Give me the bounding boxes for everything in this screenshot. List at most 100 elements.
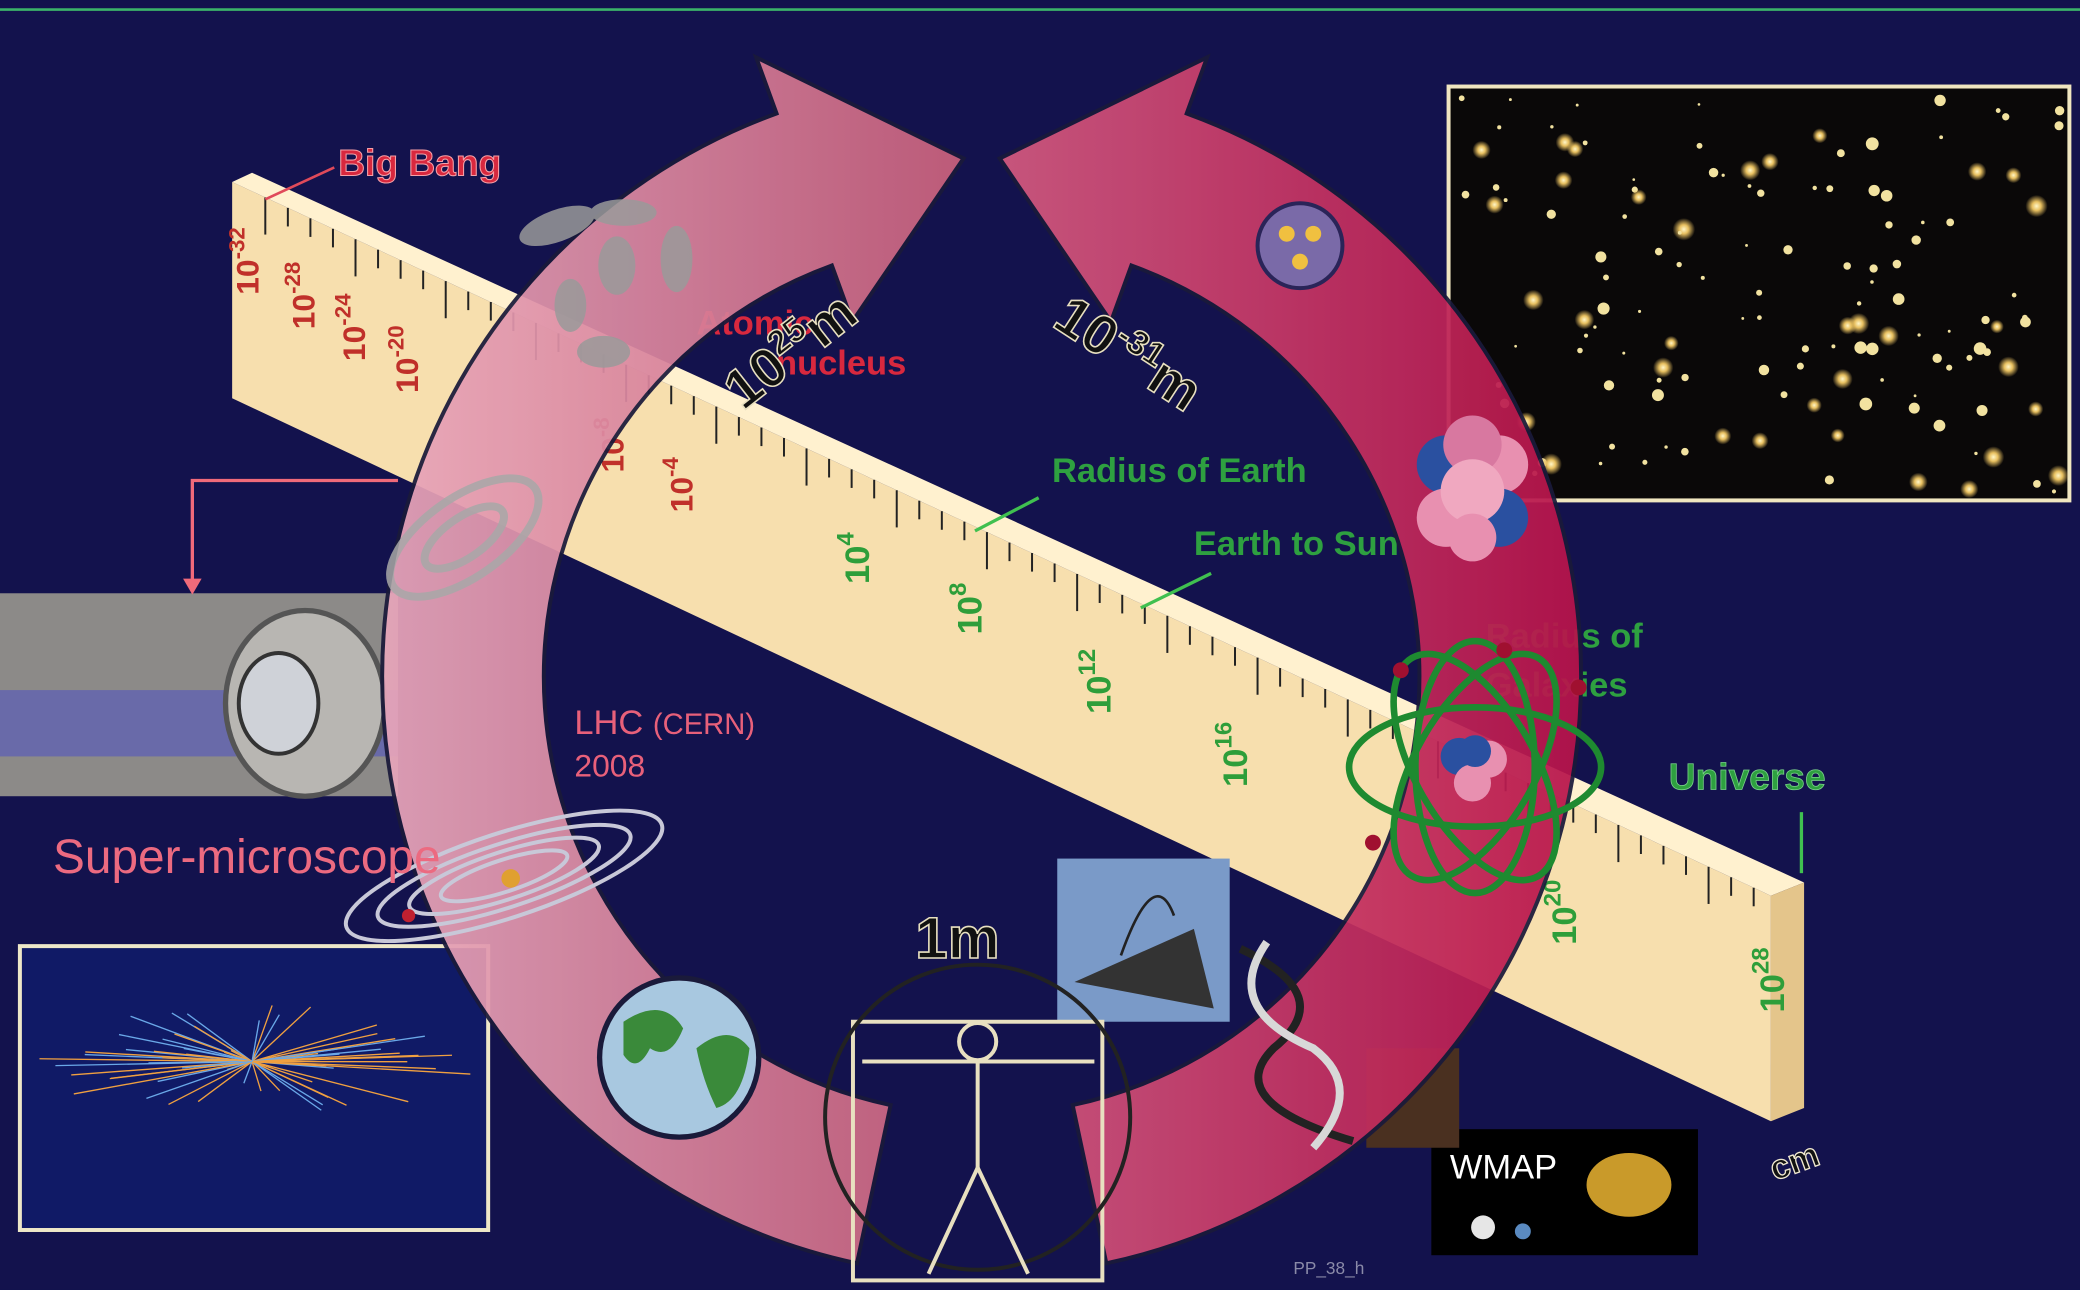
lhc-label: LHC (CERN) [574, 704, 755, 742]
collision-image [17, 944, 491, 1232]
star [1832, 368, 1853, 390]
particle-track [251, 1060, 409, 1103]
particle-track [251, 1060, 324, 1106]
star [1933, 419, 1946, 432]
pointer [1140, 571, 1212, 610]
wmap-label: WMAP [1450, 1148, 1557, 1186]
tick-base: 10 [1217, 749, 1255, 787]
star [1866, 342, 1879, 356]
star [1880, 378, 1884, 382]
star [1831, 344, 1836, 349]
star [1471, 1215, 1495, 1240]
particle-track [153, 1050, 253, 1063]
star [1960, 480, 1979, 499]
particle-track [182, 1060, 253, 1069]
universe-label: Universe [1669, 756, 1826, 798]
star [1672, 218, 1696, 241]
star [1885, 221, 1893, 229]
star [1472, 140, 1491, 160]
star [1593, 325, 1597, 329]
star [1917, 333, 1921, 337]
lhc-name: LHC [574, 704, 643, 742]
star [2025, 194, 2048, 218]
star [1756, 289, 1763, 296]
ruler-tick-label: 10-28 [280, 262, 321, 330]
star [2002, 113, 2010, 121]
star [1514, 344, 1517, 348]
tick-base: 10 [389, 358, 425, 393]
star [1934, 94, 1946, 107]
star [2033, 479, 2041, 488]
star [1609, 443, 1616, 450]
tick-base: 10 [1080, 676, 1118, 714]
star [1946, 364, 1953, 371]
wmap-probe [1586, 1153, 1672, 1217]
star [1508, 98, 1512, 102]
telescope [1119, 895, 1176, 956]
star [1973, 342, 1987, 355]
star [1603, 380, 1615, 391]
tick-base: 10 [839, 546, 877, 584]
continent [696, 1035, 750, 1108]
particle-track [251, 1060, 347, 1106]
super-microscope-label: Super-microscope [53, 831, 440, 884]
star [1983, 348, 1991, 356]
star [1982, 446, 2005, 468]
tick-exp: 8 [945, 583, 972, 596]
tick-base: 10 [1546, 906, 1584, 944]
star [1461, 190, 1470, 199]
vitruvian-man [823, 962, 1133, 1283]
star [1598, 461, 1603, 466]
star [1892, 259, 1902, 269]
star [1714, 427, 1732, 445]
star [1676, 261, 1682, 268]
star [1967, 162, 1987, 181]
star [1870, 280, 1874, 284]
galaxy-icon [386, 474, 543, 601]
star [1892, 293, 1905, 305]
star [1637, 309, 1642, 313]
star [1801, 345, 1809, 353]
ruler-tick-label: 10-32 [224, 227, 265, 295]
star [1780, 391, 1788, 399]
star [1582, 140, 1588, 146]
tick-exp: -4 [658, 457, 683, 477]
atom-icon [1345, 637, 1605, 897]
star [1681, 373, 1689, 382]
tick-exp: 4 [832, 532, 859, 546]
ruler-tick-label: 104 [832, 532, 877, 584]
star [1868, 184, 1880, 197]
quark [1305, 225, 1322, 242]
planet [1514, 1223, 1531, 1240]
star [1946, 218, 1955, 227]
star [1497, 125, 1502, 130]
star [1595, 251, 1607, 263]
tick-base: 10 [663, 477, 699, 512]
particle-track [251, 1048, 338, 1063]
connector-head [183, 578, 202, 595]
tick-base: 10 [285, 294, 321, 329]
star [1654, 247, 1663, 256]
tick-base: 10 [336, 326, 372, 361]
star [1664, 335, 1679, 351]
star [1523, 289, 1544, 311]
lhc-year: 2008 [574, 747, 645, 783]
star [1974, 451, 1978, 456]
ruler-tick-label: 1028 [1748, 947, 1793, 1012]
atom-nucleus [1440, 735, 1507, 802]
star [1854, 341, 1867, 354]
particle-track [251, 1005, 273, 1062]
tick-exp: -32 [224, 227, 249, 259]
star [1597, 302, 1610, 315]
star [1632, 178, 1636, 181]
star [1677, 230, 1682, 235]
star [1947, 329, 1951, 333]
ruler-tick-label: 108 [945, 583, 990, 635]
star [1583, 333, 1589, 338]
big-bang-label: Big Bang [338, 141, 501, 183]
tick-exp: -28 [280, 262, 305, 294]
star [1751, 432, 1769, 450]
star [2054, 121, 2064, 131]
star [2054, 106, 2065, 116]
